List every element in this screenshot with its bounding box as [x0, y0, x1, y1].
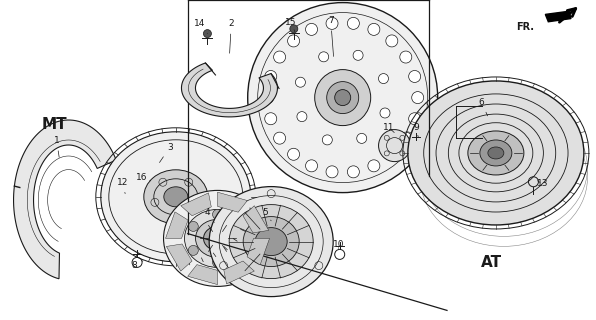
Text: 5: 5 — [262, 208, 271, 221]
Ellipse shape — [101, 132, 251, 262]
Text: AT: AT — [481, 255, 502, 270]
Circle shape — [297, 112, 307, 122]
Circle shape — [378, 74, 389, 84]
Polygon shape — [243, 206, 269, 233]
Text: 15: 15 — [285, 18, 297, 32]
Polygon shape — [188, 265, 218, 284]
Ellipse shape — [195, 220, 240, 257]
Circle shape — [237, 221, 247, 231]
Ellipse shape — [480, 140, 512, 166]
Circle shape — [288, 148, 300, 160]
Text: 16: 16 — [135, 173, 151, 182]
Circle shape — [290, 25, 298, 33]
Polygon shape — [181, 63, 278, 117]
Circle shape — [296, 77, 305, 87]
Circle shape — [213, 209, 222, 220]
Circle shape — [326, 17, 338, 29]
Polygon shape — [545, 11, 571, 22]
Circle shape — [368, 160, 380, 172]
Ellipse shape — [488, 147, 504, 159]
Ellipse shape — [144, 170, 208, 224]
Text: 9: 9 — [413, 124, 419, 138]
Circle shape — [386, 35, 398, 47]
Polygon shape — [166, 244, 192, 271]
Circle shape — [347, 17, 359, 29]
Ellipse shape — [243, 217, 299, 267]
Ellipse shape — [408, 81, 584, 225]
Polygon shape — [14, 120, 116, 279]
Circle shape — [409, 70, 421, 83]
Circle shape — [203, 30, 212, 38]
Ellipse shape — [335, 90, 350, 106]
Circle shape — [288, 35, 300, 47]
Circle shape — [265, 70, 277, 83]
Circle shape — [409, 113, 421, 125]
Circle shape — [237, 245, 247, 255]
Circle shape — [306, 160, 318, 172]
Circle shape — [386, 148, 398, 160]
Circle shape — [213, 257, 222, 268]
Ellipse shape — [209, 187, 333, 297]
Text: 14: 14 — [194, 20, 207, 34]
Ellipse shape — [163, 190, 272, 286]
Text: 8: 8 — [131, 261, 143, 270]
Circle shape — [262, 92, 274, 104]
Ellipse shape — [468, 131, 524, 175]
Ellipse shape — [327, 82, 359, 114]
Text: 10: 10 — [333, 240, 344, 249]
Circle shape — [353, 50, 363, 60]
Circle shape — [274, 51, 285, 63]
Circle shape — [400, 51, 412, 63]
Polygon shape — [247, 238, 269, 265]
Circle shape — [326, 166, 338, 178]
Circle shape — [347, 166, 359, 178]
Polygon shape — [224, 261, 254, 284]
Ellipse shape — [229, 204, 313, 279]
Ellipse shape — [185, 209, 250, 268]
Ellipse shape — [315, 69, 371, 125]
Polygon shape — [218, 192, 247, 212]
Ellipse shape — [248, 3, 437, 193]
Text: 4: 4 — [204, 208, 215, 222]
Circle shape — [265, 113, 277, 125]
Ellipse shape — [204, 227, 231, 250]
Ellipse shape — [255, 228, 287, 256]
Circle shape — [368, 23, 380, 36]
Text: 13: 13 — [536, 180, 548, 188]
Text: 2: 2 — [228, 20, 234, 53]
Ellipse shape — [378, 130, 411, 162]
Circle shape — [188, 221, 198, 231]
Circle shape — [121, 196, 129, 204]
Circle shape — [400, 132, 412, 144]
Circle shape — [357, 133, 367, 143]
Circle shape — [117, 192, 133, 208]
Ellipse shape — [164, 187, 188, 207]
Circle shape — [322, 135, 333, 145]
Circle shape — [188, 245, 198, 255]
Polygon shape — [181, 193, 212, 216]
Text: 12: 12 — [116, 178, 128, 194]
Circle shape — [274, 132, 285, 144]
Circle shape — [306, 23, 318, 36]
Text: FR.: FR. — [517, 22, 535, 32]
Circle shape — [380, 108, 390, 118]
Text: 7: 7 — [328, 16, 334, 56]
Circle shape — [319, 52, 328, 62]
Text: MT: MT — [42, 117, 67, 132]
Polygon shape — [166, 212, 188, 238]
Text: 1: 1 — [54, 136, 60, 157]
Circle shape — [412, 92, 424, 104]
Text: 11: 11 — [383, 124, 395, 132]
Text: 6: 6 — [479, 98, 488, 116]
Text: 3: 3 — [160, 143, 173, 163]
